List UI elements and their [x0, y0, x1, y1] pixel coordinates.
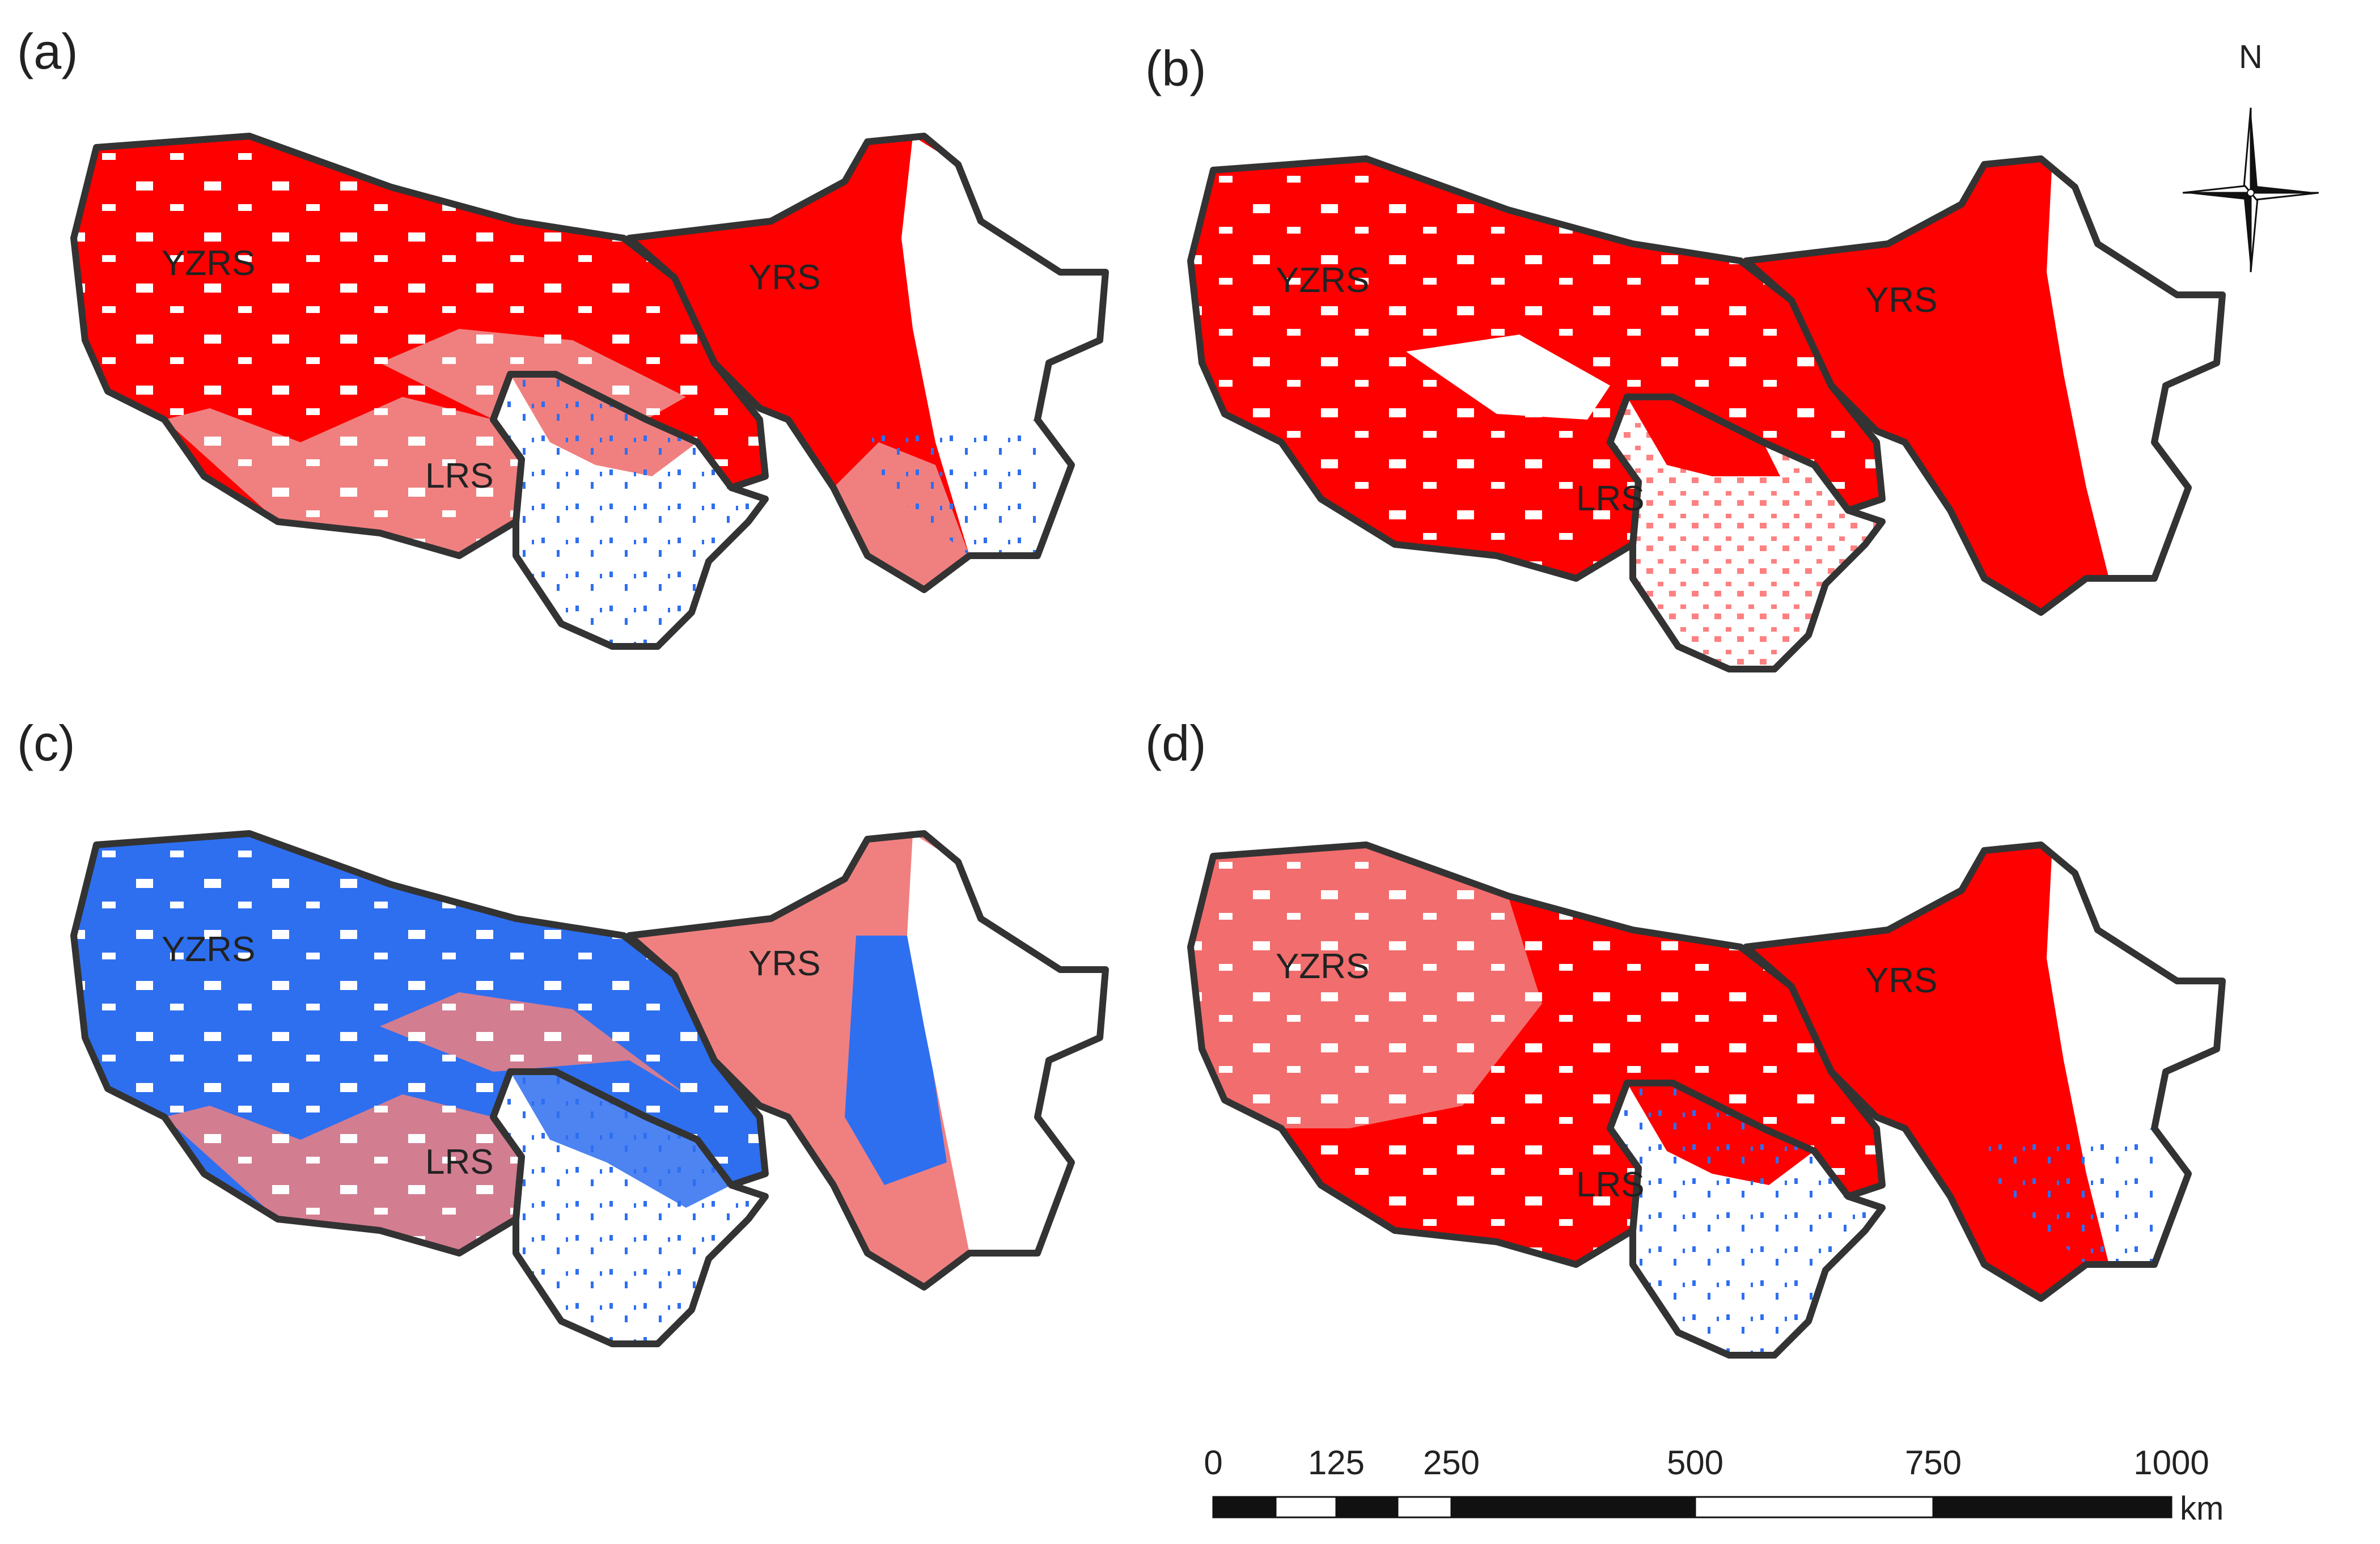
- scale-tick-label: 1000: [2133, 1444, 2209, 1482]
- panel-label: (d): [1145, 715, 1206, 771]
- panel-a: (a) YZRS YRS LRS: [0, 0, 1162, 697]
- scale-bar: 0 125 250 500 750 1000 km: [1204, 1444, 2224, 1527]
- map-panel-a: YZRS YRS LRS: [0, 0, 1162, 697]
- region-label-lrs: LRS: [425, 456, 494, 496]
- no-change-zone: [2047, 159, 2222, 578]
- panel-label: (b): [1145, 40, 1206, 96]
- negative-specks: [867, 420, 1037, 556]
- scale-tick-label: 750: [1905, 1444, 1962, 1482]
- scale-unit: km: [2180, 1490, 2224, 1527]
- region-label-yrs: YRS: [1865, 281, 1937, 320]
- map-panel-d: YZRS YRS LRS: [1134, 697, 2324, 1412]
- region-label-yrs: YRS: [748, 258, 820, 297]
- scale-tick-label: 250: [1423, 1444, 1480, 1482]
- region-label-yzrs: YZRS: [162, 930, 255, 969]
- scale-bar-segments: [1212, 1496, 2173, 1518]
- region-label-yrs: YRS: [1865, 961, 1937, 1000]
- region-label-yrs: YRS: [748, 944, 820, 983]
- scale-tick-labels: 0 125 250 500 750 1000: [1204, 1444, 2209, 1482]
- panel-d: (d) YZRS YRS LRS: [1134, 697, 2324, 1412]
- no-change-zone: [907, 834, 1106, 1253]
- region-label-yzrs: YZRS: [1276, 947, 1369, 986]
- region-label-yzrs: YZRS: [1276, 261, 1369, 300]
- panel-c: (c) YZRS YRS LRS: [0, 697, 1162, 1412]
- scale-tick-label: 125: [1308, 1444, 1365, 1482]
- region-label-lrs: LRS: [1576, 1165, 1645, 1204]
- map-panel-b: YZRS YRS LRS: [1134, 0, 2324, 714]
- north-label: N: [2239, 39, 2263, 75]
- panel-b: (b) YZRS YRS LRS: [1134, 0, 2324, 714]
- north-arrow-icon: N: [2183, 39, 2319, 272]
- scale-tick-label: 0: [1204, 1444, 1222, 1482]
- region-label-lrs: LRS: [425, 1143, 494, 1182]
- panel-label: (c): [17, 715, 75, 771]
- map-panel-c: YZRS YRS LRS: [0, 697, 1162, 1412]
- panel-label: (a): [17, 23, 78, 79]
- negative-specks: [1984, 1128, 2154, 1264]
- scale-tick-label: 500: [1667, 1444, 1723, 1482]
- region-label-yzrs: YZRS: [162, 244, 255, 283]
- no-change-zone: [1406, 335, 1610, 420]
- region-label-lrs: LRS: [1576, 479, 1645, 518]
